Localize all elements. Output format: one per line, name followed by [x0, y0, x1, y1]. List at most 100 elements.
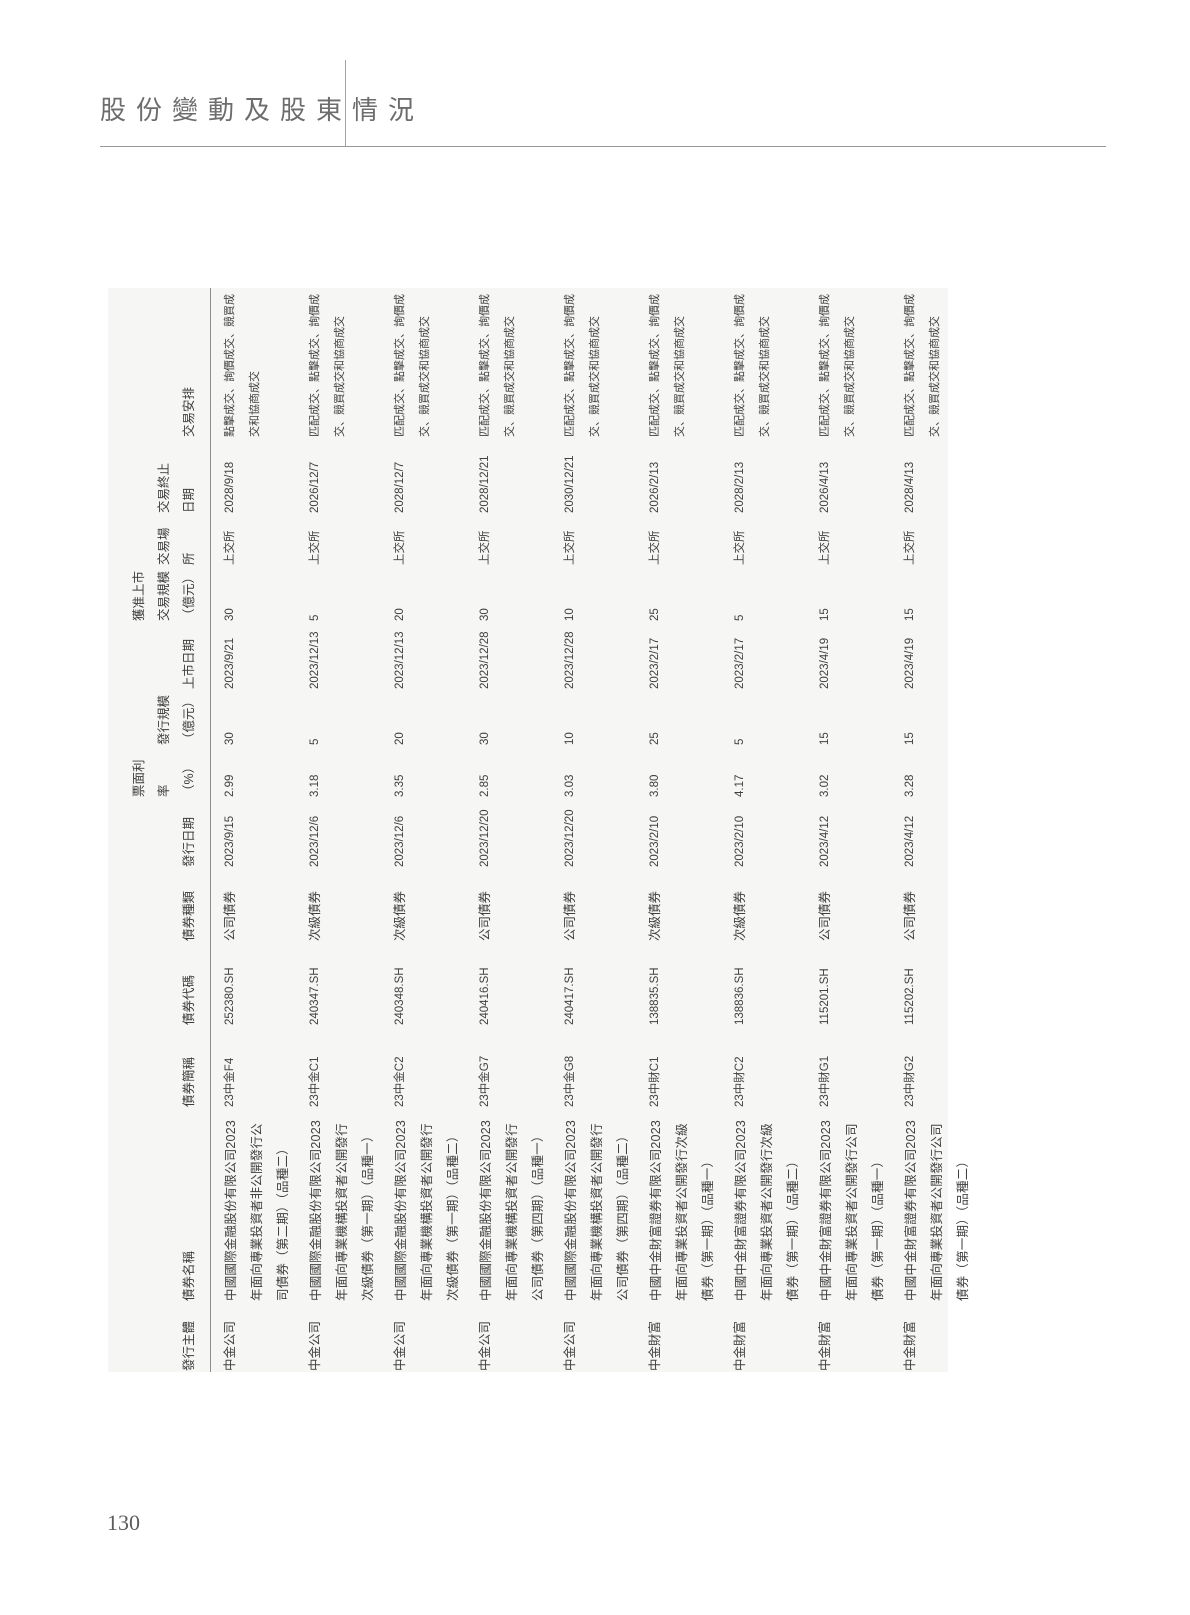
cell-end-date: 2028/12/7: [393, 461, 406, 513]
header-issue-date: 發行日期: [108, 798, 210, 868]
cell-issuer: 中金財富: [732, 1320, 747, 1371]
cell-issuer: 中金公司: [477, 1320, 492, 1371]
bond-listing-table: 發行主體 債券名稱 債券簡稱 債券代碼 債券種類 發行日期 票面利率 （%） 發…: [108, 288, 976, 1372]
header-short-name: 債券簡稱: [108, 1026, 210, 1108]
cell-issue-date: 2023/4/12: [903, 815, 916, 867]
cell-bond-name: 中國國際金融股份有限公司2023 年面向專業投資者非公開發行公 司債券（第二期）…: [223, 1119, 290, 1301]
cell-issuer: 中金財富: [647, 1320, 662, 1371]
cell-issue-size: 30: [223, 732, 236, 745]
cell-issuer: 中金財富: [902, 1320, 917, 1371]
cell-venue: 上交所: [648, 530, 661, 566]
cell-issue-date: 2023/4/12: [818, 815, 831, 867]
header-bond-name: 債券名稱: [108, 1108, 210, 1302]
table-row: 中金財富 中國中金財富證券有限公司2023 年面向專業投資者公開發行公司 債券（…: [891, 288, 976, 1372]
cell-code: 115201.SH: [818, 968, 831, 1025]
table-row: 中金公司 中國國際金融股份有限公司2023 年面向專業投資者非公開發行公 司債券…: [210, 288, 296, 1372]
cell-bond-name: 中國國際金融股份有限公司2023 年面向專業機構投資者公開發行 次級債券（第一期…: [393, 1119, 460, 1301]
cell-arrangement: 點擊成交、詢價成交、競買成 交和協商成交: [223, 294, 261, 437]
cell-short-name: 23中金C2: [393, 1056, 406, 1108]
cell-bond-name: 中國中金財富證券有限公司2023 年面向專業投資者公開發行次級 債券（第一期）（…: [648, 1119, 715, 1301]
cell-issue-date: 2023/12/20: [563, 809, 576, 867]
table-row: 中金財富 中國中金財富證券有限公司2023 年面向專業投資者公開發行次級 債券（…: [636, 288, 721, 1372]
cell-short-name: 23中財C1: [648, 1056, 661, 1108]
cell-issue-date: 2023/12/20: [478, 809, 491, 867]
cell-short-name: 23中財C2: [733, 1056, 746, 1108]
cell-bond-name: 中國中金財富證券有限公司2023 年面向專業投資者公開發行公司 債券（第一期）（…: [818, 1119, 885, 1301]
cell-issuer: 中金公司: [392, 1320, 407, 1371]
cell-listing-date: 2023/2/17: [733, 637, 746, 689]
cell-issue-date: 2023/9/15: [223, 815, 236, 867]
table-row: 中金公司 中國國際金融股份有限公司2023 年面向專業機構投資者公開發行 次級債…: [296, 288, 381, 1372]
cell-end-date: 2026/2/13: [648, 461, 661, 513]
cell-code: 240348.SH: [393, 967, 406, 1025]
cell-end-date: 2028/9/18: [223, 461, 236, 513]
bond-table-panel: 發行主體 債券名稱 債券簡稱 債券代碼 債券種類 發行日期 票面利率 （%） 發…: [108, 288, 970, 1372]
cell-type: 次級債券: [392, 890, 407, 941]
cell-issue-size: 10: [563, 732, 576, 745]
cell-arrangement: 匹配成交、點擊成交、詢價成 交、競買成交和協商成交: [733, 294, 771, 437]
cell-arrangement: 匹配成交、點擊成交、詢價成 交、競買成交和協商成交: [478, 294, 516, 437]
cell-venue: 上交所: [223, 530, 236, 566]
table-header-row: 發行主體 債券名稱 債券簡稱 債券代碼 債券種類 發行日期 票面利率 （%） 發…: [108, 288, 210, 1372]
cell-issuer: 中金公司: [222, 1320, 237, 1371]
cell-arrangement: 匹配成交、點擊成交、詢價成 交、競買成交和協商成交: [308, 294, 346, 437]
cell-type: 公司債券: [562, 890, 577, 941]
cell-type: 次級債券: [307, 890, 322, 941]
cell-coupon-rate: 2.85: [478, 774, 491, 797]
cell-type: 次級債券: [647, 890, 662, 941]
cell-arrangement: 匹配成交、點擊成交、詢價成 交、競買成交和協商成交: [393, 294, 431, 437]
cell-approved-size: 30: [478, 608, 491, 621]
cell-short-name: 23中財G1: [818, 1055, 831, 1107]
cell-issue-size: 5: [308, 738, 321, 745]
cell-code: 240347.SH: [308, 967, 321, 1025]
cell-end-date: 2028/12/21: [478, 455, 491, 513]
table-header: 發行主體 債券名稱 債券簡稱 債券代碼 債券種類 發行日期 票面利率 （%） 發…: [108, 288, 210, 1372]
cell-coupon-rate: 3.28: [903, 774, 916, 797]
cell-issue-date: 2023/12/6: [393, 815, 406, 867]
cell-coupon-rate: 3.02: [818, 774, 831, 797]
cell-approved-size: 15: [903, 608, 916, 621]
cell-issue-date: 2023/2/10: [733, 815, 746, 867]
cell-venue: 上交所: [733, 530, 746, 566]
cell-end-date: 2026/4/13: [818, 461, 831, 513]
cell-listing-date: 2023/4/19: [818, 637, 831, 689]
table-row: 中金公司 中國國際金融股份有限公司2023 年面向專業機構投資者公開發行 公司債…: [551, 288, 636, 1372]
cell-bond-name: 中國國際金融股份有限公司2023 年面向專業機構投資者公開發行 次級債券（第一期…: [308, 1119, 375, 1301]
header-rule: [100, 146, 1106, 147]
header-type: 債券種類: [108, 868, 210, 942]
table-row: 中金公司 中國國際金融股份有限公司2023 年面向專業機構投資者公開發行 次級債…: [381, 288, 466, 1372]
cell-type: 次級債券: [732, 890, 747, 941]
cell-bond-name: 中國中金財富證券有限公司2023 年面向專業投資者公開發行公司 債券（第一期）（…: [903, 1119, 970, 1301]
cell-arrangement: 匹配成交、點擊成交、詢價成 交、競買成交和協商成交: [818, 294, 856, 437]
cell-approved-size: 20: [393, 608, 406, 621]
cell-end-date: 2028/4/13: [903, 461, 916, 513]
cell-venue: 上交所: [818, 530, 831, 566]
header-coupon-rate: 票面利率 （%）: [108, 746, 210, 798]
header-issue-size: 發行規模 （億元）: [108, 690, 210, 746]
cell-code: 138835.SH: [648, 967, 661, 1025]
cell-approved-size: 5: [308, 614, 321, 621]
header-listing-date: 上市日期: [108, 622, 210, 690]
table-body: 中金公司 中國國際金融股份有限公司2023 年面向專業投資者非公開發行公 司債券…: [210, 288, 976, 1372]
cell-venue: 上交所: [478, 530, 491, 566]
cell-type: 公司債券: [902, 890, 917, 941]
cell-venue: 上交所: [563, 530, 576, 566]
cell-approved-size: 25: [648, 608, 661, 621]
cell-bond-name: 中國國際金融股份有限公司2023 年面向專業機構投資者公開發行 公司債券（第四期…: [563, 1119, 630, 1301]
header-venue: 交易場所: [108, 514, 210, 566]
cell-issue-date: 2023/12/6: [308, 815, 321, 867]
cell-issue-size: 5: [733, 738, 746, 745]
page-number: 130: [107, 1510, 140, 1535]
table-row: 中金財富 中國中金財富證券有限公司2023 年面向專業投資者公開發行次級 債券（…: [721, 288, 806, 1372]
cell-end-date: 2030/12/21: [563, 455, 576, 513]
cell-short-name: 23中金G7: [478, 1055, 491, 1107]
cell-bond-name: 中國中金財富證券有限公司2023 年面向專業投資者公開發行次級 債券（第一期）（…: [733, 1119, 800, 1301]
cell-issue-size: 15: [818, 732, 831, 745]
cell-issue-size: 25: [648, 732, 661, 745]
cell-code: 252380.SH: [223, 967, 236, 1025]
cell-code: 138836.SH: [733, 967, 746, 1025]
section-title: 股份變動及股東情況: [100, 96, 425, 125]
cell-coupon-rate: 3.03: [563, 774, 576, 797]
cell-venue: 上交所: [393, 530, 406, 566]
